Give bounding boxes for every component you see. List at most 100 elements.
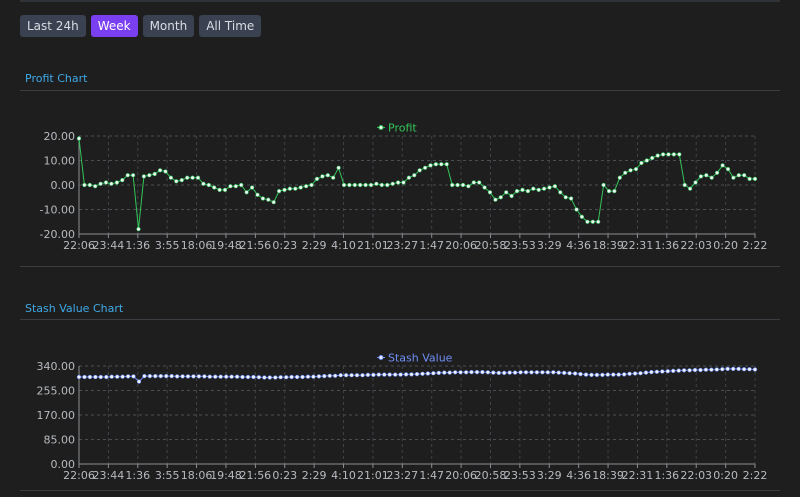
stash-data-point[interactable]: [115, 374, 120, 379]
stash-data-point[interactable]: [534, 370, 540, 375]
stash-data-point[interactable]: [262, 375, 267, 380]
profit-data-point[interactable]: [493, 197, 498, 202]
profit-data-point[interactable]: [514, 188, 520, 194]
profit-data-point[interactable]: [439, 162, 444, 167]
stash-data-point[interactable]: [491, 370, 496, 375]
stash-data-point[interactable]: [191, 374, 196, 379]
profit-data-point[interactable]: [185, 175, 190, 180]
stash-data-point[interactable]: [627, 371, 632, 376]
stash-data-point[interactable]: [284, 375, 289, 380]
profit-data-point[interactable]: [752, 176, 758, 181]
stash-data-point[interactable]: [622, 372, 627, 377]
stash-data-point[interactable]: [371, 372, 376, 378]
stash-data-point[interactable]: [611, 372, 616, 377]
stash-data-point[interactable]: [404, 372, 409, 377]
profit-data-point[interactable]: [76, 136, 82, 141]
stash-data-point[interactable]: [164, 373, 169, 379]
profit-data-point[interactable]: [206, 182, 211, 188]
profit-data-point[interactable]: [266, 197, 271, 202]
stash-data-point[interactable]: [436, 370, 441, 376]
profit-data-point[interactable]: [282, 187, 287, 192]
profit-data-point[interactable]: [541, 186, 547, 191]
profit-data-point[interactable]: [558, 190, 563, 195]
stash-data-point[interactable]: [687, 368, 692, 373]
stash-data-point[interactable]: [502, 370, 507, 376]
profit-data-point[interactable]: [222, 187, 228, 192]
profit-data-point[interactable]: [460, 182, 466, 188]
stash-data-point[interactable]: [572, 371, 578, 376]
profit-data-point[interactable]: [725, 166, 731, 172]
stash-data-point[interactable]: [256, 375, 262, 380]
stash-data-point[interactable]: [120, 374, 125, 379]
profit-data-point[interactable]: [358, 182, 363, 188]
profit-data-point[interactable]: [141, 174, 146, 179]
stash-data-point[interactable]: [485, 370, 491, 375]
stash-data-point[interactable]: [87, 374, 92, 380]
stash-data-point[interactable]: [425, 371, 431, 376]
stash-data-point[interactable]: [752, 367, 758, 372]
profit-data-point[interactable]: [374, 181, 379, 186]
profit-data-point[interactable]: [212, 185, 217, 190]
stash-data-point[interactable]: [142, 373, 147, 379]
profit-data-point[interactable]: [385, 182, 390, 188]
profit-data-point[interactable]: [363, 182, 368, 188]
profit-data-point[interactable]: [574, 207, 579, 212]
profit-data-point[interactable]: [341, 182, 347, 188]
profit-data-point[interactable]: [277, 188, 282, 194]
stash-data-point[interactable]: [202, 374, 207, 379]
profit-data-point[interactable]: [677, 152, 682, 157]
stash-data-point[interactable]: [660, 369, 665, 374]
stash-data-point[interactable]: [311, 374, 316, 379]
profit-legend[interactable]: Profit: [377, 122, 417, 135]
profit-data-point[interactable]: [531, 186, 536, 191]
stash-data-point[interactable]: [109, 374, 114, 379]
stash-data-point[interactable]: [731, 366, 736, 372]
profit-data-point[interactable]: [298, 185, 303, 190]
stash-data-point[interactable]: [709, 367, 714, 372]
profit-data-point[interactable]: [709, 175, 714, 180]
stash-data-point[interactable]: [153, 373, 158, 379]
profit-data-point[interactable]: [698, 174, 704, 179]
profit-data-point[interactable]: [331, 175, 336, 180]
profit-data-point[interactable]: [547, 185, 552, 190]
stash-data-point[interactable]: [638, 371, 643, 376]
stash-data-point[interactable]: [523, 370, 529, 375]
profit-data-point[interactable]: [520, 187, 525, 192]
stash-data-point[interactable]: [567, 371, 572, 376]
stash-data-point[interactable]: [289, 374, 294, 380]
stash-data-point[interactable]: [643, 370, 649, 375]
profit-data-point[interactable]: [417, 168, 422, 173]
profit-data-point[interactable]: [606, 188, 612, 194]
all-time-button[interactable]: All Time: [199, 15, 262, 37]
profit-data-point[interactable]: [250, 185, 255, 190]
profit-data-point[interactable]: [190, 175, 195, 180]
stash-data-point[interactable]: [616, 372, 621, 377]
stash-data-point[interactable]: [698, 367, 703, 373]
profit-data-point[interactable]: [704, 173, 709, 178]
stash-data-point[interactable]: [551, 370, 556, 375]
stash-data-point[interactable]: [393, 372, 398, 377]
stash-data-point[interactable]: [147, 373, 152, 379]
stash-data-point[interactable]: [518, 370, 523, 375]
stash-data-point[interactable]: [725, 366, 730, 372]
stash-data-point[interactable]: [333, 373, 338, 378]
profit-data-point[interactable]: [487, 190, 493, 195]
stash-data-point[interactable]: [300, 374, 305, 380]
stash-data-point[interactable]: [747, 367, 752, 372]
stash-data-point[interactable]: [714, 367, 719, 372]
profit-data-point[interactable]: [644, 158, 649, 163]
profit-data-point[interactable]: [320, 174, 325, 179]
stash-data-point[interactable]: [273, 375, 278, 380]
profit-data-point[interactable]: [304, 184, 309, 189]
profit-data-point[interactable]: [428, 163, 433, 168]
profit-data-point[interactable]: [585, 219, 590, 224]
profit-data-point[interactable]: [433, 162, 439, 167]
stash-data-point[interactable]: [741, 367, 747, 372]
profit-data-point[interactable]: [325, 173, 330, 178]
month-button[interactable]: Month: [142, 15, 195, 37]
stash-data-point[interactable]: [196, 374, 201, 379]
stash-data-point[interactable]: [431, 371, 436, 376]
stash-data-point[interactable]: [703, 367, 709, 372]
profit-data-point[interactable]: [579, 214, 585, 219]
stash-data-point[interactable]: [540, 370, 545, 375]
